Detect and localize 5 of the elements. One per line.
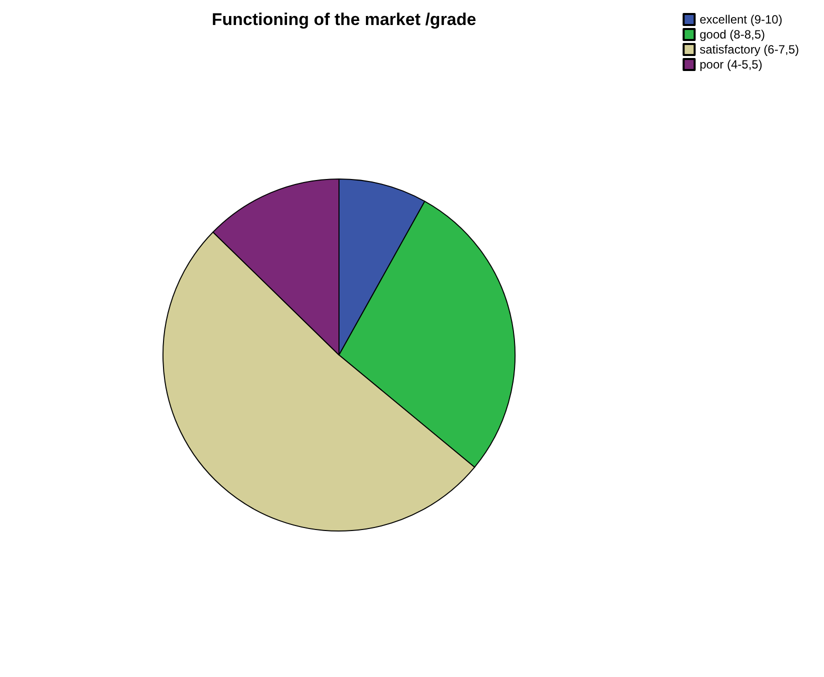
legend-label: poor (4-5,5) (700, 58, 762, 72)
chart-title: Functioning of the market /grade (212, 10, 476, 29)
legend-label: good (8-8,5) (700, 28, 766, 42)
legend-label: excellent (9-10) (700, 12, 782, 26)
legend-label: satisfactory (6-7,5) (700, 42, 800, 56)
